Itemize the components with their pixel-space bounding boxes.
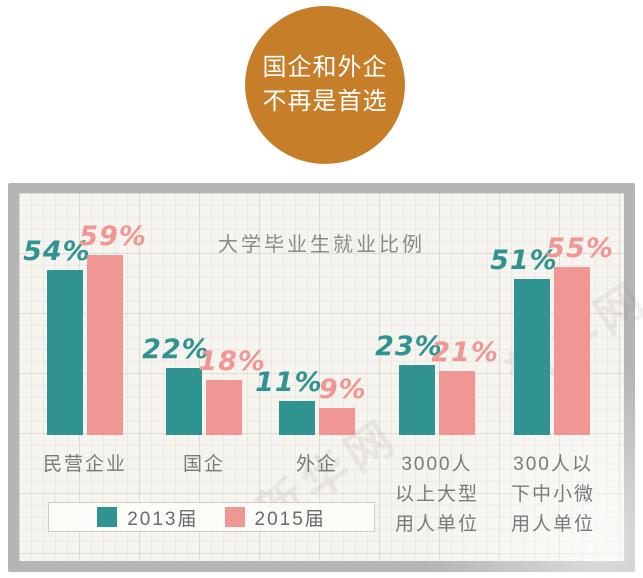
bar-value-label: 51% xyxy=(490,245,558,276)
chart-title: 大学毕业生就业比例 xyxy=(218,234,425,256)
bar-value-label: 54% xyxy=(23,236,91,267)
bar-value-label: 9% xyxy=(318,374,367,405)
bar-2015届-300人以下中小微用人单位: 55% xyxy=(546,233,613,435)
headline-badge: 国企和外企 不再是首选 xyxy=(245,6,405,164)
bar-2015届-3000人以上大型用人单位: 21% xyxy=(431,337,498,435)
legend-swatch-2015 xyxy=(224,507,245,527)
legend-item-2013: 2013届 xyxy=(97,504,198,531)
chart-legend: 2013届 2015届 xyxy=(48,502,375,532)
bar-2015届-国企: 18% xyxy=(198,346,265,435)
bar-2013届-国企: 22% xyxy=(142,334,209,435)
category-label-3: 外企 xyxy=(295,454,339,475)
category-label-2: 国企 xyxy=(182,454,226,475)
bar-value-label: 11% xyxy=(255,367,323,398)
category-axis: 民营企业 国企 外企 3000人 以上大型 用人单位 300人以 下中小微 用人单位 xyxy=(0,450,643,560)
legend-label-2015: 2015届 xyxy=(254,508,326,530)
bar-2015届-民营企业: 59% xyxy=(79,221,146,435)
category-label-5: 300人以 下中小微 用人单位 xyxy=(510,454,596,535)
bar-2013届-3000人以上大型用人单位: 23% xyxy=(375,331,442,435)
legend-swatch-2013 xyxy=(97,507,118,527)
category-label-1: 民营企业 xyxy=(42,454,128,475)
bar-value-label: 22% xyxy=(142,334,210,365)
legend-label-2013: 2013届 xyxy=(127,508,199,530)
bar-2013届-外企: 11% xyxy=(255,367,322,435)
bar-2013届-300人以下中小微用人单位: 51% xyxy=(490,245,557,435)
category-label-4: 3000人 以上大型 用人单位 xyxy=(394,454,480,535)
bar-value-label: 59% xyxy=(79,221,147,252)
bar-value-label: 55% xyxy=(546,233,614,264)
bar-value-label: 21% xyxy=(431,337,499,368)
bars-layer: 54% 22% 11% 23% 51% 59% 18% 9% 21% 55% xyxy=(0,183,643,435)
headline-line1: 国企和外企 xyxy=(262,54,388,81)
headline-line2: 不再是首选 xyxy=(262,88,388,115)
bar-value-label: 23% xyxy=(375,331,443,362)
bar-2015届-外企: 9% xyxy=(319,374,366,435)
legend-item-2015: 2015届 xyxy=(224,504,326,531)
bar-2013届-民营企业: 54% xyxy=(23,236,90,435)
bar-value-label: 18% xyxy=(198,346,266,377)
